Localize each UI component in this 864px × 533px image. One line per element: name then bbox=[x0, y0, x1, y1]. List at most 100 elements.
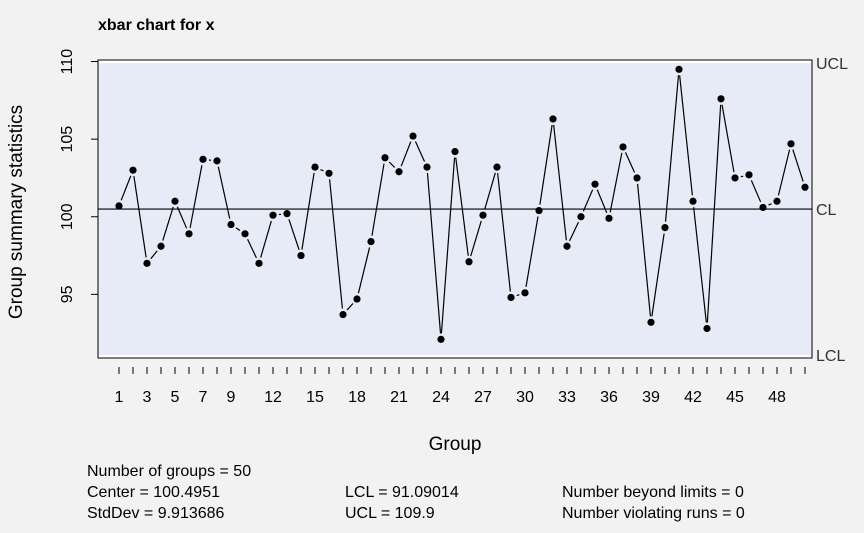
series-segment bbox=[247, 238, 257, 259]
x-tick-label: 33 bbox=[558, 389, 576, 406]
stats-beyond-limits: Number beyond limits = 0 bbox=[562, 484, 744, 501]
x-tick-label: 5 bbox=[171, 389, 180, 406]
y-axis-label: Group summary statistics bbox=[6, 105, 27, 319]
series-segment bbox=[609, 152, 623, 213]
data-point bbox=[535, 206, 543, 215]
stats-violating-runs: Number violating runs = 0 bbox=[562, 505, 745, 522]
data-point bbox=[339, 310, 347, 319]
limit-label-lcl: LCL bbox=[816, 348, 845, 365]
x-axis-label: Group bbox=[429, 434, 482, 455]
data-point bbox=[647, 318, 655, 326]
y-tick-label: 100 bbox=[59, 203, 76, 230]
data-point bbox=[689, 197, 697, 205]
data-point bbox=[759, 203, 767, 212]
series-segment bbox=[150, 250, 158, 260]
data-point bbox=[213, 157, 221, 165]
data-point bbox=[661, 224, 669, 232]
series-segment bbox=[497, 172, 511, 292]
y-tick-label: 110 bbox=[59, 49, 76, 75]
limit-label-ucl: UCL bbox=[816, 56, 848, 73]
data-point bbox=[143, 259, 151, 267]
series-segment bbox=[455, 157, 469, 256]
limit-label-cl: CL bbox=[816, 202, 837, 219]
x-tick-label: 30 bbox=[516, 389, 534, 406]
series-segment bbox=[414, 141, 426, 162]
data-point bbox=[423, 163, 431, 171]
x-tick-label: 36 bbox=[600, 389, 618, 406]
series-segment bbox=[470, 220, 482, 257]
stats-ucl: UCL = 109.9 bbox=[345, 505, 435, 522]
series-segment bbox=[553, 124, 567, 241]
series-segment bbox=[217, 166, 231, 219]
stats-center: Center = 100.4951 bbox=[87, 484, 220, 501]
series-segment bbox=[582, 189, 594, 212]
series-segment bbox=[320, 168, 324, 172]
data-point bbox=[493, 163, 501, 171]
x-tick-label: 12 bbox=[264, 389, 282, 406]
data-point bbox=[465, 258, 473, 266]
data-point bbox=[157, 242, 165, 250]
data-point bbox=[115, 202, 123, 210]
data-point bbox=[241, 230, 249, 238]
x-tick-label: 18 bbox=[348, 389, 366, 406]
data-point bbox=[297, 251, 305, 260]
series-segment bbox=[693, 207, 707, 323]
data-point bbox=[199, 155, 207, 163]
data-point bbox=[129, 166, 137, 174]
data-point bbox=[563, 242, 571, 250]
x-tick-label: 27 bbox=[474, 389, 492, 406]
series-segment bbox=[706, 104, 722, 323]
series-segment bbox=[328, 179, 344, 309]
data-point bbox=[773, 197, 781, 205]
series-segment bbox=[721, 104, 735, 173]
data-point bbox=[227, 220, 235, 229]
series-segment bbox=[484, 172, 496, 210]
series-segment bbox=[388, 161, 396, 168]
series-segment bbox=[777, 149, 791, 196]
data-point bbox=[717, 95, 725, 103]
x-tick-label: 48 bbox=[768, 389, 786, 406]
series-segment bbox=[162, 206, 174, 241]
data-point bbox=[801, 183, 809, 191]
x-tick-label: 1 bbox=[115, 389, 124, 406]
series-segment bbox=[440, 157, 456, 334]
data-point bbox=[409, 132, 417, 140]
data-point bbox=[605, 214, 613, 222]
data-point bbox=[311, 163, 319, 171]
data-point bbox=[269, 211, 277, 219]
stats-lcl: LCL = 91.09014 bbox=[345, 484, 459, 501]
data-point bbox=[325, 169, 333, 177]
series-segment bbox=[346, 303, 354, 311]
data-point bbox=[283, 210, 291, 218]
data-point bbox=[367, 237, 375, 246]
series-segment bbox=[176, 206, 188, 229]
series-segment bbox=[301, 172, 315, 250]
xbar-chart: UCL CL LCL 1 3 5 7 9 12 15 18 21 24 27 30 33 36 39 42 45 48… bbox=[6, 17, 848, 455]
data-point bbox=[703, 324, 711, 333]
x-tick-label: 21 bbox=[390, 389, 408, 406]
stats-groups: Number of groups = 50 bbox=[87, 463, 252, 480]
series-segment bbox=[792, 149, 804, 182]
data-point bbox=[395, 168, 403, 176]
data-point bbox=[185, 230, 193, 238]
data-point bbox=[675, 65, 683, 73]
x-tick-label: 39 bbox=[642, 389, 660, 406]
stats-stddev: StdDev = 9.913686 bbox=[87, 505, 225, 522]
data-point bbox=[731, 174, 739, 182]
series-segment bbox=[400, 141, 412, 167]
series-segment bbox=[651, 233, 665, 317]
data-point bbox=[171, 197, 179, 205]
x-tick-label: 3 bbox=[143, 389, 152, 406]
data-point bbox=[437, 335, 445, 343]
data-point bbox=[591, 180, 599, 188]
x-tick-label: 15 bbox=[306, 389, 324, 406]
y-tick-label: 95 bbox=[59, 285, 76, 303]
series-segment bbox=[740, 175, 744, 178]
data-point bbox=[619, 143, 627, 151]
data-point bbox=[549, 115, 557, 123]
series-segment bbox=[679, 75, 693, 196]
series-segment bbox=[516, 294, 520, 297]
x-tick-label: 42 bbox=[684, 389, 702, 406]
series-segment bbox=[235, 227, 241, 232]
series-segment bbox=[260, 220, 272, 258]
